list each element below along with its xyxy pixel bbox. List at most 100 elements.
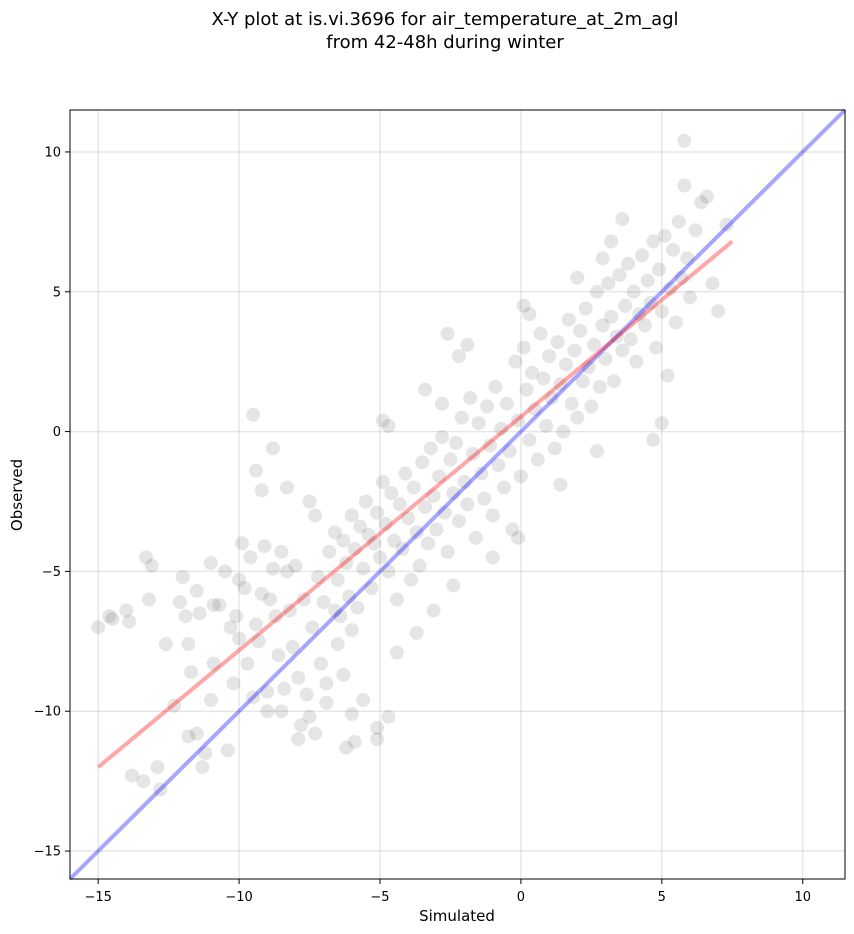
data-point [536, 371, 551, 386]
data-point [232, 572, 247, 587]
data-point [694, 195, 709, 210]
data-point [488, 379, 503, 394]
data-point [547, 441, 562, 456]
data-point [226, 676, 241, 691]
data-point [606, 374, 621, 389]
data-point [482, 438, 497, 453]
data-point [652, 262, 666, 277]
data-point [336, 667, 351, 682]
data-point [347, 542, 362, 557]
data-point [471, 416, 486, 431]
data-point [604, 234, 619, 249]
data-point [311, 569, 325, 584]
data-point [339, 740, 354, 755]
data-point [468, 530, 483, 545]
x-tick-label: 5 [658, 890, 666, 905]
data-point [246, 407, 261, 422]
data-point [344, 707, 359, 722]
data-point [615, 212, 630, 227]
data-point [575, 374, 590, 389]
data-point [516, 298, 531, 313]
data-point [198, 746, 213, 761]
data-point [567, 343, 582, 358]
data-point [344, 623, 359, 638]
data-point [229, 609, 244, 624]
data-point [584, 399, 599, 414]
data-point [167, 698, 182, 713]
one-to-one-line [68, 108, 847, 881]
data-point [646, 432, 661, 447]
data-point [553, 377, 568, 392]
data-point [513, 469, 528, 484]
data-point [623, 332, 638, 347]
data-point [592, 379, 607, 394]
data-point [389, 592, 404, 607]
data-point [561, 312, 576, 327]
data-point [294, 718, 309, 733]
data-point [451, 349, 466, 364]
data-point [384, 486, 399, 501]
data-point [285, 639, 300, 654]
data-point [643, 295, 658, 310]
data-point [178, 609, 193, 624]
data-point [305, 620, 320, 635]
data-point [654, 304, 669, 319]
data-point [480, 399, 495, 414]
data-point [373, 550, 387, 565]
data-point [291, 732, 306, 747]
x-tick-label: −10 [225, 890, 252, 905]
y-tick-label: 10 [44, 145, 61, 160]
data-point [367, 536, 382, 551]
data-point [705, 276, 720, 291]
data-point [595, 318, 610, 333]
data-point [249, 463, 263, 478]
data-point [158, 637, 173, 652]
data-point [570, 270, 585, 285]
y-axis-ticks: −15 −10 −5 0 5 10 [34, 145, 70, 860]
data-point [387, 533, 402, 548]
data-point [280, 480, 294, 495]
data-point [404, 572, 418, 587]
data-point [223, 620, 238, 635]
data-point [153, 782, 168, 797]
data-point [420, 536, 435, 551]
data-point [381, 564, 396, 579]
data-point [232, 631, 247, 646]
x-tick-label: −15 [84, 890, 111, 905]
data-point [265, 441, 280, 456]
data-point [358, 494, 373, 509]
data-point [136, 774, 151, 789]
data-point [612, 267, 627, 282]
data-point [544, 391, 559, 406]
data-point [525, 365, 540, 380]
data-point [302, 494, 317, 509]
data-point [319, 695, 334, 710]
data-point [249, 617, 263, 632]
data-point [609, 329, 624, 344]
data-point [426, 488, 441, 503]
data-point [144, 558, 159, 573]
x-tick-label: −5 [370, 890, 389, 905]
data-point [491, 458, 506, 473]
data-point [212, 597, 227, 612]
x-axis-ticks: −15 −10 −5 0 5 10 [84, 879, 811, 905]
data-point [654, 416, 669, 431]
data-point [418, 500, 433, 515]
data-point [257, 539, 272, 554]
data-point [615, 343, 630, 358]
data-point [141, 592, 156, 607]
grid-lines [70, 110, 845, 879]
data-point [505, 522, 520, 537]
data-point [423, 441, 438, 456]
data-point [699, 189, 714, 204]
data-point [401, 511, 416, 526]
data-point [604, 309, 619, 324]
data-point [618, 298, 633, 313]
data-point [485, 550, 500, 565]
data-point [556, 424, 571, 439]
data-point [640, 273, 655, 288]
data-point [660, 368, 675, 383]
data-point [646, 234, 661, 249]
data-point [119, 603, 134, 618]
data-point [668, 315, 683, 330]
